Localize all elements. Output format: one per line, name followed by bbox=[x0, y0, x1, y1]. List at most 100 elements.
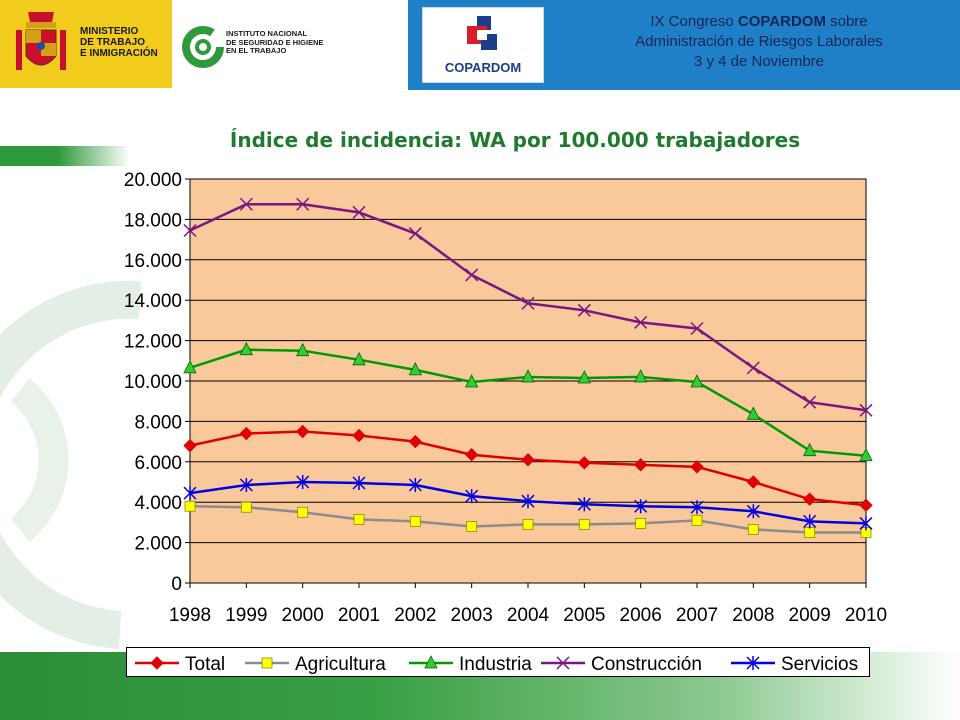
legend-marker bbox=[261, 657, 273, 669]
legend-item-agricultura: Agricultura bbox=[245, 654, 386, 675]
point-servicios bbox=[746, 504, 760, 519]
point-servicios bbox=[690, 500, 704, 515]
y-tick-label: 12.000 bbox=[124, 332, 182, 353]
point-industria bbox=[183, 359, 197, 374]
point-servicios bbox=[634, 499, 648, 514]
institute-ring-icon bbox=[182, 26, 224, 68]
point-agricultura bbox=[466, 521, 478, 532]
point-industria bbox=[690, 374, 704, 388]
series-servicios bbox=[183, 475, 873, 531]
green-accent-bar bbox=[0, 146, 130, 166]
point-industria bbox=[634, 369, 648, 383]
point-servicios bbox=[465, 489, 479, 504]
point-servicios bbox=[521, 494, 535, 509]
point-servicios bbox=[183, 486, 197, 501]
x-tick-label: 2005 bbox=[563, 605, 605, 626]
point-servicios bbox=[296, 475, 310, 489]
chart-title: Índice de incidencia: WA por 100.000 tra… bbox=[229, 128, 801, 152]
congress-line-1: IX Congreso COPARDOM sobre bbox=[650, 13, 868, 30]
legend-label: Construcción bbox=[591, 654, 702, 675]
point-construccion bbox=[746, 361, 760, 375]
coat-of-arms-icon bbox=[16, 12, 66, 70]
x-tick-label: 2002 bbox=[394, 605, 436, 626]
legend-label: Servicios bbox=[781, 654, 858, 675]
point-total bbox=[859, 498, 873, 512]
series-industria bbox=[183, 341, 873, 462]
point-total bbox=[690, 460, 704, 474]
legend-item-construccion: Construcción bbox=[541, 654, 702, 675]
x-tick-label: 2007 bbox=[676, 605, 718, 626]
point-construccion bbox=[634, 315, 648, 329]
point-industria bbox=[521, 369, 535, 383]
x-tick-label: 2006 bbox=[620, 605, 662, 626]
header-logos: MINISTERIO DE TRABAJO E INMIGRACIÓN INST… bbox=[0, 0, 408, 90]
point-agricultura bbox=[240, 501, 252, 513]
legend-item-industria: Industria bbox=[409, 654, 532, 675]
point-total bbox=[521, 453, 535, 467]
point-industria bbox=[408, 361, 422, 376]
point-servicios bbox=[239, 478, 253, 493]
series-agricultura bbox=[184, 500, 872, 538]
point-industria bbox=[352, 351, 366, 366]
point-agricultura bbox=[297, 506, 309, 518]
ministry-logo: MINISTERIO DE TRABAJO E INMIGRACIÓN bbox=[0, 0, 172, 88]
y-tick-label: 2.000 bbox=[134, 534, 182, 555]
chart-legend: Total Agricultura Industria Construcción Ser… bbox=[126, 647, 870, 677]
point-construccion bbox=[521, 296, 535, 310]
point-agricultura bbox=[184, 500, 196, 512]
point-total bbox=[352, 428, 366, 443]
x-tick-label: 1998 bbox=[169, 605, 211, 626]
legend-entries: Total Agricultura Industria Construcción Ser… bbox=[135, 654, 858, 675]
point-total bbox=[802, 492, 817, 506]
point-total bbox=[464, 448, 479, 462]
point-construccion bbox=[577, 303, 591, 317]
x-tick-label: 2000 bbox=[282, 605, 324, 626]
point-construccion bbox=[352, 205, 366, 219]
point-construccion bbox=[690, 321, 704, 336]
copardom-emblem-icon bbox=[467, 16, 497, 50]
point-total bbox=[239, 426, 254, 441]
y-tick-label: 0 bbox=[171, 574, 182, 595]
point-agricultura bbox=[691, 514, 703, 526]
point-construccion bbox=[183, 223, 197, 238]
point-servicios bbox=[859, 516, 873, 531]
congress-info: IX Congreso COPARDOM sobre Administració… bbox=[558, 12, 960, 72]
point-industria bbox=[465, 374, 479, 388]
point-total bbox=[183, 438, 197, 453]
point-total bbox=[633, 458, 648, 472]
series-construccion bbox=[183, 197, 873, 417]
x-tick-label: 2008 bbox=[732, 605, 774, 626]
point-industria bbox=[296, 342, 310, 357]
legend-marker bbox=[424, 655, 438, 669]
congress-line-2: Administración de Riesgos Laborales bbox=[635, 33, 883, 50]
ministry-name: MINISTERIO DE TRABAJO E INMIGRACIÓN bbox=[80, 26, 158, 59]
point-servicios bbox=[408, 478, 422, 493]
point-industria bbox=[746, 406, 760, 420]
y-tick-label: 14.000 bbox=[124, 291, 182, 312]
point-total bbox=[295, 424, 310, 439]
point-industria bbox=[859, 447, 873, 462]
point-industria bbox=[803, 442, 817, 457]
legend-item-total: Total bbox=[135, 654, 225, 675]
x-tick-label: 2003 bbox=[451, 605, 493, 626]
point-total bbox=[408, 434, 423, 449]
x-tick-label: 2010 bbox=[845, 605, 887, 626]
point-servicios bbox=[577, 497, 591, 512]
decorative-arc-icon bbox=[0, 280, 142, 649]
point-industria bbox=[239, 341, 253, 356]
x-tick-label: 2004 bbox=[507, 605, 550, 626]
point-servicios bbox=[803, 514, 817, 529]
copardom-logo: COPARDOM bbox=[422, 7, 544, 83]
legend-marker bbox=[556, 656, 570, 670]
y-tick-label: 6.000 bbox=[134, 453, 182, 474]
point-agricultura bbox=[353, 513, 365, 525]
y-tick-label: 16.000 bbox=[124, 251, 182, 272]
legend-item-servicios: Servicios bbox=[731, 654, 858, 675]
point-agricultura bbox=[747, 524, 759, 535]
y-tick-label: 4.000 bbox=[134, 493, 182, 514]
point-construccion bbox=[296, 197, 310, 211]
point-agricultura bbox=[409, 515, 421, 527]
x-tick-label: 1999 bbox=[225, 605, 267, 626]
point-construccion bbox=[408, 227, 422, 241]
point-construccion bbox=[239, 197, 253, 211]
